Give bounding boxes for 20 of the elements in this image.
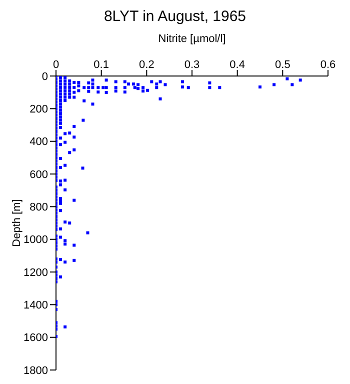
y-tick-label: 1000 <box>24 234 48 246</box>
y-tick-label: 0 <box>42 70 48 83</box>
x-tick-label: 0.4 <box>230 59 245 71</box>
x-tick-label: 0.5 <box>275 59 290 71</box>
y-tick-label: 800 <box>30 202 48 214</box>
x-tick-label: 0 <box>52 59 60 71</box>
y-axis-title: Depth [m] <box>10 199 23 247</box>
y-tick-label: 1600 <box>24 332 48 344</box>
x-tick-label: 0.6 <box>320 59 336 71</box>
y-tick-label: 400 <box>30 136 48 148</box>
y-tick-label: 200 <box>30 104 48 116</box>
x-tick-label: 0.3 <box>184 59 200 71</box>
y-tick-label: 1200 <box>24 266 48 279</box>
y-tick-label: 600 <box>30 168 48 181</box>
x-tick-label: 0.2 <box>139 59 154 71</box>
y-tick-label: 1800 <box>24 364 48 377</box>
chart-title: 8LYT in August, 1965 <box>102 8 248 27</box>
y-tick-label: 1400 <box>24 300 48 312</box>
x-axis-title: Nitrite [µmol/l] <box>158 32 226 45</box>
x-tick-label: 0.1 <box>94 59 109 71</box>
